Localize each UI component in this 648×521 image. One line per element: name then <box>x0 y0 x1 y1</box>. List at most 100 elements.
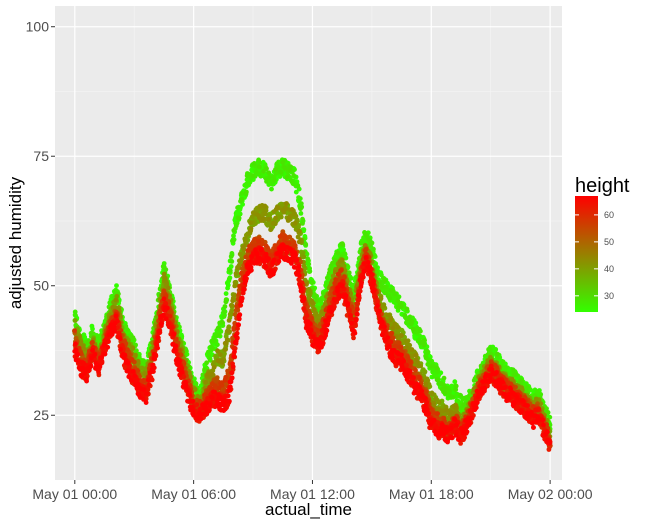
data-point <box>327 267 333 272</box>
data-point <box>273 167 278 172</box>
data-point <box>392 343 398 349</box>
data-point <box>386 293 392 299</box>
data-point <box>410 326 416 332</box>
data-point <box>280 159 286 165</box>
data-point <box>397 345 403 350</box>
data-point <box>471 378 477 383</box>
data-point <box>295 234 301 240</box>
data-point <box>113 297 119 303</box>
panel-background <box>55 6 562 480</box>
data-point <box>72 309 78 315</box>
data-point <box>216 385 222 391</box>
data-point <box>205 371 211 377</box>
data-point <box>232 283 238 289</box>
data-point <box>203 380 209 385</box>
data-point <box>386 312 391 318</box>
data-point <box>305 256 311 262</box>
data-point <box>226 276 232 282</box>
data-point <box>134 348 139 354</box>
data-point <box>263 176 269 182</box>
data-point <box>83 339 89 345</box>
data-point <box>274 205 280 210</box>
data-point <box>424 348 430 353</box>
data-point <box>422 369 428 375</box>
data-point <box>330 260 335 266</box>
data-point <box>358 241 364 246</box>
data-point <box>495 355 500 361</box>
data-point <box>298 211 304 216</box>
data-point <box>210 346 216 351</box>
data-point <box>413 367 418 373</box>
data-point <box>424 355 429 361</box>
data-point <box>339 257 345 263</box>
data-point <box>237 211 243 217</box>
data-point <box>383 284 388 290</box>
data-point <box>427 364 433 370</box>
data-point <box>193 381 199 387</box>
data-point <box>311 306 317 312</box>
data-point <box>449 394 454 400</box>
data-point <box>396 340 402 346</box>
data-point <box>217 352 223 358</box>
data-point <box>72 318 78 323</box>
data-point <box>225 285 231 291</box>
data-point <box>420 339 425 344</box>
data-point <box>271 174 276 180</box>
data-point <box>429 390 435 396</box>
data-point <box>277 234 283 239</box>
data-point <box>245 248 251 253</box>
data-point <box>307 293 312 299</box>
data-point <box>293 189 299 195</box>
data-point <box>291 173 296 178</box>
data-point <box>441 375 447 381</box>
data-point <box>434 377 440 383</box>
data-point <box>395 298 401 303</box>
data-point <box>239 196 245 202</box>
data-point <box>97 335 103 341</box>
data-point <box>398 333 404 338</box>
data-point <box>534 389 540 395</box>
data-point <box>492 362 498 368</box>
data-point <box>303 241 309 247</box>
data-point <box>525 385 530 390</box>
data-point <box>341 274 347 279</box>
data-point <box>255 212 261 218</box>
data-point <box>222 304 228 309</box>
data-point <box>130 335 136 341</box>
data-point <box>254 169 259 175</box>
data-point <box>243 181 249 187</box>
data-point <box>452 379 458 385</box>
data-point <box>219 319 225 325</box>
data-point <box>230 238 236 244</box>
data-point <box>165 285 171 291</box>
data-point <box>114 293 120 299</box>
data-point <box>340 241 345 247</box>
data-point <box>453 403 459 409</box>
data-point <box>309 280 315 286</box>
data-point <box>289 178 294 184</box>
data-point <box>230 298 236 304</box>
data-point <box>211 364 217 370</box>
data-point <box>223 347 229 352</box>
data-point <box>228 311 234 317</box>
data-point <box>393 291 398 297</box>
data-point <box>316 305 321 311</box>
data-point <box>453 387 459 392</box>
data-point <box>442 390 448 396</box>
data-point <box>453 383 459 389</box>
data-point <box>123 323 129 329</box>
data-point <box>436 399 442 405</box>
data-point <box>221 309 227 315</box>
data-point <box>287 167 293 173</box>
data-point <box>447 388 453 394</box>
data-point <box>222 340 228 346</box>
data-point <box>224 280 230 286</box>
data-point <box>511 372 517 378</box>
data-point <box>437 380 443 386</box>
data-point <box>285 218 291 223</box>
data-point <box>416 374 422 380</box>
data-point <box>229 259 235 264</box>
data-point <box>242 236 248 242</box>
data-point <box>444 385 450 391</box>
data-point <box>439 386 445 392</box>
